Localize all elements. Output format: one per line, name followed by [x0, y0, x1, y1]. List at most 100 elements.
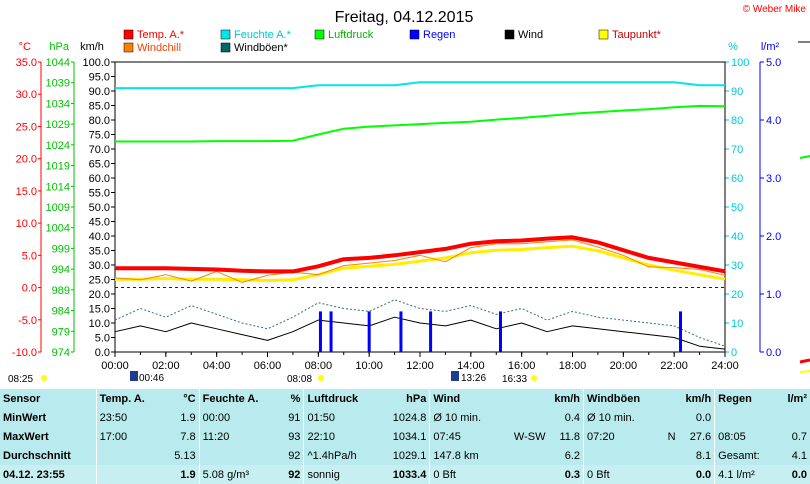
sun-icon [318, 375, 324, 381]
press-time: 01:50 [303, 408, 378, 427]
row-label: MinWert [3, 411, 47, 424]
stats-table: Sensor Temp. A. °C Feuchte A. % Luftdruc… [0, 389, 810, 484]
legend-swatch [314, 29, 325, 40]
time-tick-label: 04:00 [203, 360, 231, 372]
temp-tick-label: 0.0 [22, 283, 37, 295]
rain-total-label: Gesamt: [714, 446, 777, 465]
current-abs-humidity: 5.08 g/m³ [198, 465, 280, 484]
time-tick-label: 00:00 [101, 360, 129, 372]
time-tick-label: 22:00 [660, 360, 688, 372]
row-label: MaxWert [3, 430, 49, 443]
temp-value: 5.13 [174, 449, 196, 462]
speed-tick-label: 45.0 [89, 217, 110, 229]
temp-tick-label: 35.0 [16, 57, 37, 69]
sun-icon [41, 375, 47, 381]
press-value: 1029.1 [392, 449, 427, 462]
rain-axis: 5.0 4.0 3.0 2.0 1.0 0.0 [759, 57, 781, 359]
series-line-taupunkt [115, 244, 726, 282]
speed-tick-label: 10.0 [89, 318, 110, 330]
table-row: MinWert 23:50 1.9 00:00 91 01:50 1024.8 … [0, 408, 810, 427]
gust-value: 8.1 [695, 449, 712, 462]
temp-time: 17:00 [95, 427, 164, 446]
sun-icon [531, 375, 537, 381]
pressure-tick-label: 1004 [46, 223, 70, 235]
legend-label: Temp. A.* [137, 29, 185, 41]
chart-title: Freitag, 04.12.2015 [335, 9, 474, 26]
current-pressure: 1033.4 [377, 465, 430, 484]
sunset-day-label: 08:08 [287, 374, 312, 385]
plot-frame [114, 61, 726, 353]
pressure-tick-label: 1034 [46, 98, 70, 110]
legend-swatch [123, 42, 134, 53]
speed-tick-label: 60.0 [89, 173, 110, 185]
pressure-tick-label: 984 [52, 306, 70, 318]
pressure-tick-label: 974 [52, 347, 70, 359]
legend-label: Windböen* [234, 42, 289, 54]
speed-tick-label: 55.0 [89, 188, 110, 200]
humidity-tick-label: 100 [731, 57, 749, 69]
speed-tick-label: 15.0 [89, 304, 110, 316]
pressure-tick-label: 1014 [46, 181, 70, 193]
wind-distance: 147.8 km [429, 446, 500, 465]
current-humidity: 92 [279, 465, 304, 484]
speed-unit-label: km/h [80, 41, 104, 53]
speed-tick-label: 0.0 [95, 347, 110, 359]
stats-header-row: Sensor Temp. A. °C Feuchte A. % Luftdruc… [0, 389, 810, 408]
rain-bar [399, 311, 403, 352]
legend-swatch [598, 29, 609, 40]
sun-moon-markers: 08:25 00:46 08:08 13:26 16:33 [8, 371, 537, 385]
gust-unit-header: km/h [685, 392, 712, 405]
humidity-tick-label: 50 [731, 202, 743, 214]
gust-direction: N [667, 430, 676, 443]
speed-tick-label: 35.0 [89, 246, 110, 258]
time-tick-label: 20:00 [610, 360, 638, 372]
rain-bar [679, 311, 683, 352]
speed-tick-label: 50.0 [89, 202, 110, 214]
moon-icon [451, 371, 459, 381]
moonset-label: 13:26 [461, 373, 486, 384]
hum-value: 91 [288, 411, 301, 424]
wind-time: 07:45 [429, 427, 500, 446]
speed-tick-label: 100.0 [82, 57, 110, 69]
pressure-tick-label: 1029 [46, 119, 70, 131]
rain-unit-header: l/m² [787, 392, 807, 405]
speed-axis: 100.0 95.0 90.0 85.0 80.0 75.0 70.0 65.0 60.0 55.… [82, 57, 115, 359]
gust-value: 0.0 [695, 411, 712, 424]
rain-tick-label: 2.0 [766, 231, 781, 243]
copyright-text: © Weber Mike [743, 4, 807, 15]
series-group [114, 81, 726, 352]
series-line-feuchte-a [115, 81, 725, 90]
press-value: 1024.8 [392, 411, 427, 424]
hum-time: 00:00 [198, 408, 280, 427]
temp-tick-label: 20.0 [16, 154, 37, 166]
rain-bar [318, 311, 322, 352]
time-tick-label: 12:00 [406, 360, 434, 372]
current-temp: 1.9 [163, 465, 200, 484]
gust-label [583, 446, 661, 465]
humidity-unit-label: % [728, 41, 738, 53]
series-line-wind [114, 316, 726, 350]
moon-icon [130, 371, 138, 381]
legend-swatch [123, 29, 134, 40]
current-wind-bft: 0 Bft [429, 465, 500, 484]
rain-tick-label: 5.0 [766, 57, 781, 69]
legend-label: Luftdruck [328, 29, 374, 41]
current-row: 04.12. 23:55 1.9 5.08 g/m³ 92 sonnig 103… [0, 465, 810, 484]
hum-unit-header: % [290, 392, 301, 405]
speed-tick-label: 75.0 [89, 130, 110, 142]
table-row: Durchschnitt 5.13 92 ^1.4hPa/h 1029.1 14… [0, 446, 810, 465]
hum-value: 93 [288, 430, 301, 443]
wind-unit-header: km/h [554, 392, 581, 405]
speed-tick-label: 85.0 [89, 101, 110, 113]
pressure-tick-label: 1039 [46, 78, 70, 90]
row-label: Durchschnitt [3, 449, 71, 462]
pressure-tick-label: 999 [52, 243, 70, 255]
pressure-tick-label: 1019 [46, 161, 70, 173]
humidity-tick-label: 60 [731, 173, 743, 185]
humidity-tick-label: 20 [731, 289, 743, 301]
time-tick-label: 08:00 [305, 360, 333, 372]
time-tick-label: 02:00 [152, 360, 180, 372]
time-tick-label: 10:00 [355, 360, 383, 372]
temp-tick-label: -5.0 [18, 315, 37, 327]
